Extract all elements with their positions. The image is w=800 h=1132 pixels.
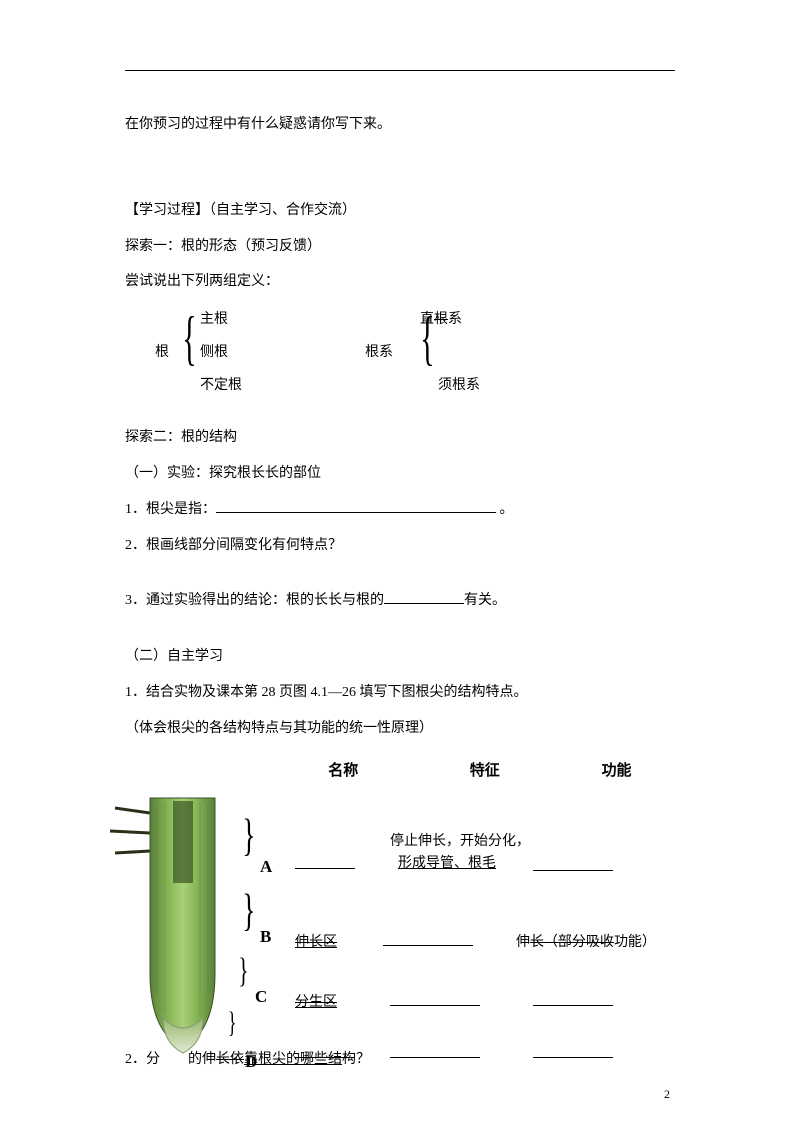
q3-prefix: 3．通过实验得出的结论：根的长长与根的 bbox=[125, 593, 384, 608]
header-name: 名称 bbox=[275, 755, 412, 788]
header-feature: 特征 bbox=[412, 755, 558, 788]
table-header-row: 名称 特征 功能 bbox=[125, 755, 675, 788]
row-b-feature-blank[interactable] bbox=[383, 930, 473, 946]
self-study-q1: 1．结合实物及课本第 28 页图 4.1—26 填写下图根尖的结构特点。 bbox=[125, 678, 675, 709]
intro-paragraph: 在你预习的过程中有什么疑惑请你写下来。 bbox=[125, 110, 675, 141]
page-number: 2 bbox=[664, 1087, 670, 1102]
label-c: C bbox=[255, 978, 267, 1015]
self-study-q1-sub: （体会根尖的各结构特点与其功能的统一性原理） bbox=[125, 714, 675, 745]
row-d-feature-blank[interactable] bbox=[390, 1042, 480, 1058]
tap-prefix: 直 bbox=[420, 312, 434, 327]
explore2-title: 探索二：根的结构 bbox=[125, 423, 675, 454]
row-a-function-blank[interactable] bbox=[533, 855, 613, 871]
explore1-subtitle: 尝试说出下列两组定义： bbox=[125, 267, 675, 298]
root-label: 根 bbox=[155, 338, 169, 369]
top-border-line bbox=[125, 70, 675, 71]
q2-p3: 靠根尖的哪些结 bbox=[244, 1052, 342, 1067]
row-c-name: 分生区 bbox=[295, 995, 337, 1010]
explore1-title: 探索一：根的形态（预习反馈） bbox=[125, 232, 675, 263]
q3-blank[interactable] bbox=[384, 603, 464, 604]
table-row-a: 停止伸长，开始分化， 形成导管、根毛 bbox=[295, 831, 675, 884]
q1-blank[interactable] bbox=[216, 512, 496, 513]
table-row-c: 分生区 bbox=[295, 988, 675, 1019]
lateral-root-label: 侧根 bbox=[200, 338, 228, 369]
q1-suffix: 。 bbox=[496, 502, 514, 517]
tap-strike: 根 bbox=[434, 312, 448, 327]
root-system-label: 根系 bbox=[365, 338, 393, 369]
bracket-b-icon: } bbox=[242, 888, 255, 933]
q2-p2: 的伸 bbox=[188, 1052, 216, 1067]
row-b-func-suffix: 功能） bbox=[614, 935, 656, 950]
header-function: 功能 bbox=[558, 755, 675, 788]
tap-root-label: 直根系 bbox=[420, 305, 462, 336]
learning-process-heading: 【学习过程】（自主学习、合作交流） bbox=[125, 196, 675, 227]
experiment-title: （一）实验：探究根长长的部位 bbox=[125, 459, 675, 490]
row-d-function-blank[interactable] bbox=[533, 1042, 613, 1058]
definitions-diagram: 根 { 主根 侧根 不定根 根系 { 直根系 须根系 bbox=[125, 303, 675, 398]
row-a-feature2: 形成导管、根毛 bbox=[390, 856, 496, 871]
table-row-b: 伸长区 伸长（部分吸收功能） bbox=[295, 928, 675, 959]
fibrous-root-label: 须根系 bbox=[438, 371, 480, 402]
q2-p4: 构？ bbox=[342, 1052, 370, 1067]
row-a-name-blank[interactable] bbox=[295, 853, 355, 869]
q2-p1: 2．分 bbox=[125, 1052, 160, 1067]
tap-suffix: 系 bbox=[448, 312, 462, 327]
main-root-label: 主根 bbox=[200, 305, 228, 336]
label-b: B bbox=[260, 918, 271, 955]
brace-left-icon: { bbox=[182, 308, 196, 368]
bracket-a-icon: } bbox=[242, 813, 255, 858]
row-b-func-strike: 长（部分吸收 bbox=[530, 935, 614, 950]
question-3: 3．通过实验得出的结论：根的长长与根的 有关。 bbox=[125, 586, 675, 617]
row-b-name: 伸长区 bbox=[295, 935, 337, 950]
question-2-overlap: 2．分根根的伸长依靠根尖的哪些结构？ bbox=[125, 1045, 370, 1076]
root-tip-illustration bbox=[95, 793, 265, 1063]
question-2: 2．根画线部分间隔变化有何特点？ bbox=[125, 531, 675, 562]
row-c-feature-blank[interactable] bbox=[390, 990, 480, 1006]
row-c-function-blank[interactable] bbox=[533, 990, 613, 1006]
question-1: 1．根尖是指： 。 bbox=[125, 495, 675, 526]
bracket-c-icon: } bbox=[238, 953, 248, 988]
row-b-func-prefix: 伸 bbox=[516, 935, 530, 950]
adventitious-root-label: 不定根 bbox=[200, 371, 242, 402]
root-diagram-section: } A } B } C } D 停止伸长，开始分化， 形成导管、根毛 bbox=[125, 793, 675, 1073]
q3-suffix: 有关。 bbox=[464, 593, 506, 608]
row-a-feature1: 停止伸长，开始分化， bbox=[390, 834, 530, 849]
self-study-title: （二）自主学习 bbox=[125, 642, 675, 673]
q1-prefix: 1．根尖是指： bbox=[125, 502, 216, 517]
label-a: A bbox=[260, 848, 272, 885]
bracket-d-icon: } bbox=[228, 1008, 237, 1038]
